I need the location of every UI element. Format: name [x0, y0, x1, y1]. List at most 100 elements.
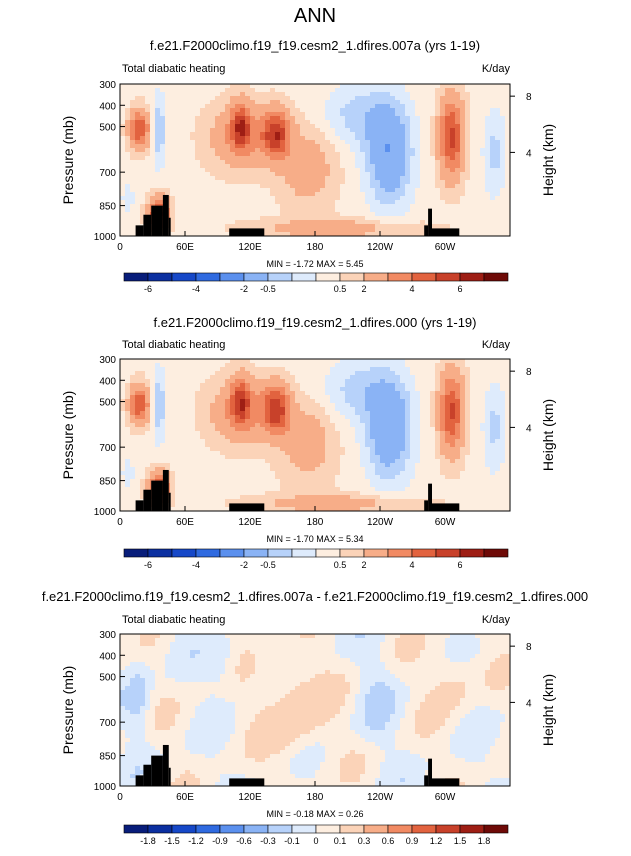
heatmap-cell [345, 447, 350, 451]
heatmap-cell [375, 439, 380, 443]
heatmap-cell [240, 403, 245, 407]
heatmap-cell [385, 391, 390, 395]
heatmap-cell [325, 116, 330, 120]
heatmap-cell [290, 144, 295, 148]
heatmap-cell [335, 224, 340, 228]
heatmap-cell [405, 104, 410, 108]
heatmap-cell [500, 399, 505, 403]
heatmap-cell [200, 407, 205, 411]
heatmap-cell [175, 192, 180, 196]
heatmap-cell [470, 96, 475, 100]
heatmap-cell [420, 184, 425, 188]
heatmap-cell [285, 188, 290, 192]
heatmap-cell [475, 108, 480, 112]
heatmap-cell [365, 228, 370, 232]
heatmap-cell [160, 144, 165, 148]
heatmap-cell [170, 192, 175, 196]
heatmap-cell [475, 96, 480, 100]
heatmap-cell [410, 148, 415, 152]
heatmap-cell [210, 164, 215, 168]
heatmap-cell [330, 411, 335, 415]
heatmap-cell [490, 399, 495, 403]
heatmap-cell [230, 200, 235, 204]
heatmap-cell [120, 148, 125, 152]
heatmap-cell [255, 443, 260, 447]
heatmap-cell [375, 180, 380, 184]
heatmap-cell [475, 431, 480, 435]
heatmap-cell [430, 112, 435, 116]
heatmap-cell [385, 128, 390, 132]
heatmap-cell [455, 411, 460, 415]
heatmap-cell [120, 407, 125, 411]
heatmap-cell [270, 419, 275, 423]
heatmap-cell [340, 208, 345, 212]
heatmap-cell [175, 407, 180, 411]
heatmap-cell [355, 447, 360, 451]
heatmap-cell [195, 228, 200, 232]
heatmap-cell [130, 92, 135, 96]
heatmap-cell [270, 455, 275, 459]
heatmap-cell [310, 379, 315, 383]
heatmap-cell [135, 128, 140, 132]
heatmap-cell [280, 200, 285, 204]
heatmap-cell [390, 208, 395, 212]
heatmap-cell [365, 216, 370, 220]
heatmap-cell [250, 423, 255, 427]
heatmap-cell [420, 180, 425, 184]
heatmap-cell [165, 443, 170, 447]
heatmap-cell [250, 200, 255, 204]
heatmap-cell [335, 375, 340, 379]
heatmap-cell [455, 96, 460, 100]
heatmap-cell [310, 168, 315, 172]
heatmap-cell [255, 224, 260, 228]
heatmap-cell [390, 383, 395, 387]
heatmap-cell [425, 435, 430, 439]
heatmap-cell [130, 108, 135, 112]
heatmap-cell [290, 176, 295, 180]
heatmap-cell [215, 427, 220, 431]
heatmap-cell [390, 108, 395, 112]
heatmap-cell [370, 431, 375, 435]
heatmap-cell [185, 172, 190, 176]
heatmap-cell [465, 403, 470, 407]
heatmap-cell [145, 112, 150, 116]
heatmap-cell [350, 423, 355, 427]
heatmap-cell [470, 176, 475, 180]
heatmap-cell [290, 112, 295, 116]
heatmap-cell [440, 451, 445, 455]
heatmap-cell [335, 88, 340, 92]
heatmap-cell [225, 208, 230, 212]
heatmap-cell [200, 431, 205, 435]
heatmap-cell [355, 132, 360, 136]
heatmap-cell [135, 180, 140, 184]
heatmap-cell [450, 395, 455, 399]
heatmap-cell [450, 216, 455, 220]
heatmap-cell [205, 96, 210, 100]
heatmap-cell [390, 423, 395, 427]
heatmap-cell [470, 128, 475, 132]
heatmap-cell [285, 407, 290, 411]
heatmap-cell [450, 148, 455, 152]
heatmap-cell [140, 100, 145, 104]
heatmap-cell [195, 116, 200, 120]
heatmap-cell [445, 399, 450, 403]
heatmap-cell [170, 160, 175, 164]
heatmap-cell [215, 192, 220, 196]
heatmap-cell [445, 383, 450, 387]
heatmap-cell [365, 140, 370, 144]
heatmap-cell [335, 168, 340, 172]
heatmap-cell [425, 439, 430, 443]
heatmap-cell [475, 455, 480, 459]
heatmap-cell [150, 140, 155, 144]
heatmap-cell [435, 399, 440, 403]
heatmap-cell [340, 391, 345, 395]
heatmap-cell [135, 407, 140, 411]
heatmap-cell [495, 419, 500, 423]
heatmap-cell [385, 196, 390, 200]
heatmap-cell [415, 224, 420, 228]
heatmap-cell [360, 132, 365, 136]
heatmap-cell [400, 164, 405, 168]
heatmap-cell [250, 399, 255, 403]
colorbar-swatch [124, 273, 148, 281]
heatmap-cell [385, 124, 390, 128]
